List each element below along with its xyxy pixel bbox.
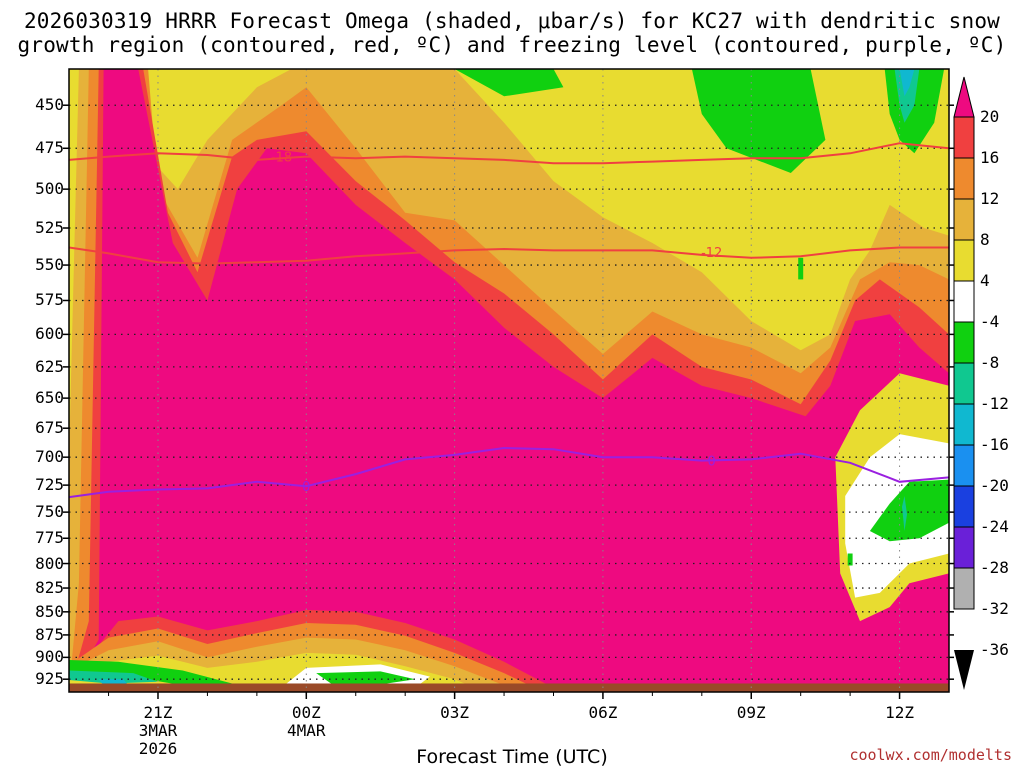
x-axis-title: Forecast Time (UTC) [416, 746, 608, 768]
colorbar-label-6: -8 [980, 353, 1000, 372]
x-tick-label-0: 21Z [143, 703, 173, 722]
colorbar-bin-7 [953, 362, 975, 405]
contour-label-0-0: 0 [302, 480, 310, 495]
colorbar-bin-10 [953, 485, 975, 528]
y-tick-label-600: 600 [35, 324, 64, 344]
omega-negative-region-3 [894, 69, 920, 123]
y-tick-label-875: 875 [35, 624, 64, 644]
colorbar-bin-4 [953, 239, 975, 282]
y-tick-label-550: 550 [35, 255, 64, 275]
contour--18 [69, 142, 949, 165]
ground-band [69, 683, 949, 692]
omega-negative-region-9 [69, 670, 158, 684]
omega-negative-region-1 [691, 69, 826, 173]
plot-frame [68, 68, 950, 693]
colorbar-bin-last [953, 567, 975, 610]
colorbar-bin-11 [953, 526, 975, 569]
colorbar-label-0: 20 [980, 107, 1000, 126]
y-tick-label-675: 675 [35, 418, 64, 438]
colorbar-label-1: 16 [980, 148, 1000, 167]
colorbar-bottom-arrow [954, 650, 974, 690]
y-tick-label-700: 700 [35, 447, 64, 467]
y-tick-label-900: 900 [35, 647, 64, 667]
x-tick-label-5: 12Z [885, 703, 914, 722]
colorbar-label-2: 12 [980, 189, 1000, 208]
y-tick-label-725: 725 [35, 475, 64, 495]
colorbar-bin-3 [953, 198, 975, 241]
plot-area: -18 -12 0 0 [69, 69, 949, 692]
colorbar-bin-8 [953, 403, 975, 446]
colorbar-bin-5 [953, 280, 975, 323]
colorbar-label-9: -20 [980, 476, 1009, 495]
omega-region-4 [69, 69, 949, 692]
colorbar-label-8: -16 [980, 435, 1009, 454]
x-tick-label-3: 06Z [588, 703, 618, 722]
y-tick-label-750: 750 [35, 502, 64, 522]
y-tick-label-925: 925 [35, 669, 64, 689]
omega-negative-region-5 [798, 257, 804, 280]
colorbar-label-5: -4 [980, 312, 1000, 331]
colorbar-bin-9 [953, 444, 975, 487]
contour-label--18-0: -18 [271, 151, 292, 166]
credit-link[interactable]: coolwx.com/modelts [849, 746, 1012, 764]
colorbar-bin-2 [953, 157, 975, 200]
y-tick-label-850: 850 [35, 601, 64, 621]
chart-title-line-1: 2026030319 HRRR Forecast Omega (shaded, … [23, 9, 1001, 33]
x-tick-sublabel-0-1: 2026 [138, 739, 178, 758]
y-tick-label-775: 775 [35, 528, 64, 548]
colorbar-top-arrow [953, 76, 975, 118]
colorbar-label-12: -32 [980, 599, 1009, 618]
omega-negative-region-7 [69, 660, 233, 686]
colorbar-bin-6 [953, 321, 975, 364]
colorbar-bin-1 [953, 116, 975, 159]
x-tick-sublabel-0-0: 3MAR [138, 721, 178, 740]
y-tick-label-475: 475 [35, 138, 64, 158]
y-tick-label-525: 525 [35, 218, 64, 237]
x-tick-sublabel-1-0: 4MAR [287, 721, 326, 740]
omega-negative-region-4 [899, 69, 915, 97]
x-tick-label-1: 00Z [291, 703, 321, 722]
contour--12 [69, 246, 949, 265]
y-tick-label-575: 575 [35, 290, 64, 310]
omega-right-region-2 [869, 479, 949, 542]
omega-negative-region-8 [316, 671, 416, 686]
omega-negative-region-6 [847, 553, 853, 566]
colorbar-label-11: -28 [980, 558, 1009, 577]
colorbar-label-10: -24 [980, 517, 1009, 536]
colorbar-label-7: -12 [980, 394, 1009, 413]
omega-right-region-3 [902, 496, 907, 531]
omega-negative-region-0 [454, 69, 564, 97]
contour-label--12-0: -12 [701, 246, 722, 261]
y-tick-label-800: 800 [35, 553, 64, 573]
y-tick-label-450: 450 [35, 95, 64, 115]
chart-title-line-2: growth region (contoured, red, ºC) and f… [17, 33, 1007, 57]
colorbar-label-3: 8 [980, 230, 990, 249]
colorbar-label-13: -36 [980, 640, 1009, 659]
y-tick-label-625: 625 [35, 356, 64, 376]
y-tick-label-650: 650 [35, 388, 64, 408]
contour-label-0-1: 0 [708, 455, 716, 470]
x-tick-label-2: 03Z [440, 703, 470, 722]
colorbar-label-4: 4 [980, 271, 990, 290]
contour-0 [69, 446, 949, 499]
x-tick-label-4: 09Z [736, 703, 766, 722]
y-tick-label-825: 825 [35, 578, 64, 598]
y-tick-label-500: 500 [35, 179, 64, 199]
